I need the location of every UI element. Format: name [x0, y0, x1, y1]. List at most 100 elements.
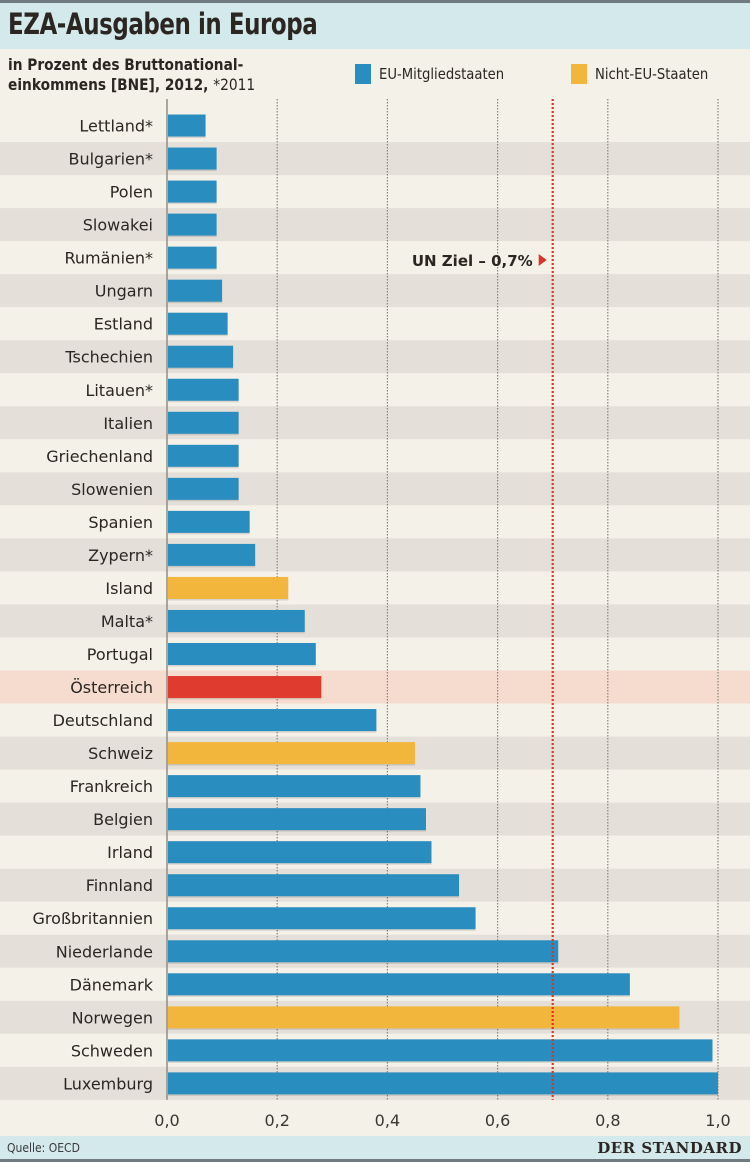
- category-label: Österreich: [70, 678, 153, 697]
- chart-subtitle: in Prozent des Bruttonational- einkommen…: [8, 55, 255, 95]
- category-label: Polen: [110, 183, 153, 202]
- row-band: [0, 142, 750, 176]
- bars: [168, 114, 718, 1096]
- source-note: Quelle: OECD: [7, 1141, 80, 1155]
- x-tick-label: 0,6: [485, 1111, 510, 1130]
- legend-swatch-eu: [355, 64, 371, 84]
- category-label: Lettland*: [79, 117, 153, 136]
- category-label: Tschechien: [64, 348, 153, 367]
- bar: [168, 180, 217, 203]
- row-band: [0, 274, 750, 308]
- category-label: Griechenland: [46, 447, 153, 466]
- top-rule: [0, 0, 750, 3]
- bar: [168, 246, 217, 269]
- bar: [168, 576, 289, 599]
- category-label: Schweiz: [88, 744, 153, 763]
- row-band: [0, 175, 750, 209]
- bar: [168, 378, 239, 401]
- bar: [168, 147, 217, 170]
- bar-chart: Lettland* Bulgarien* Polen Slowakei Rumänien…: [0, 99, 750, 1130]
- legend-swatch-non-eu: [571, 64, 587, 84]
- row-bands: [0, 109, 750, 1100]
- bar: [168, 808, 426, 831]
- bar: [168, 411, 239, 434]
- category-label: Großbritannien: [33, 909, 153, 928]
- category-label: Ungarn: [95, 282, 153, 301]
- category-label: Luxemburg: [63, 1074, 153, 1093]
- category-label: Frankreich: [70, 777, 153, 796]
- row-band: [0, 472, 750, 506]
- gridlines: [166, 99, 719, 1100]
- bar: [168, 676, 322, 699]
- category-label: Italien: [103, 414, 153, 433]
- row-band: [0, 208, 750, 242]
- bar: [168, 940, 559, 963]
- bar: [168, 477, 239, 500]
- bar: [168, 874, 460, 897]
- bar: [168, 642, 316, 665]
- category-label: Dänemark: [70, 975, 154, 994]
- bar: [168, 907, 476, 930]
- category-label: Irland: [107, 843, 153, 862]
- category-label: Malta*: [101, 612, 153, 631]
- legend-item-non-eu: Nicht-EU-Staaten: [571, 64, 724, 84]
- row-band: [0, 109, 750, 143]
- bar: [168, 213, 217, 236]
- row-band: [0, 670, 750, 704]
- category-label: Schweden: [71, 1041, 153, 1060]
- target-label: UN Ziel – 0,7%: [412, 252, 533, 270]
- row-band: [0, 307, 750, 341]
- subtitle-note: *2011: [213, 75, 256, 94]
- category-label: Spanien: [88, 513, 153, 532]
- bottom-rule: [0, 1159, 750, 1162]
- bar: [168, 114, 206, 137]
- bar: [168, 973, 630, 996]
- x-tick-label: 0,4: [375, 1111, 400, 1130]
- x-tick-labels: 0,0 0,2 0,4 0,6 0,8 1,0: [154, 1111, 730, 1130]
- x-tick-label: 0,2: [264, 1111, 289, 1130]
- chart-title: EZA-Ausgaben in Europa: [8, 7, 318, 41]
- category-label: Slowenien: [71, 480, 153, 499]
- category-label: Niederlande: [56, 942, 153, 961]
- target-arrow-icon: [538, 254, 547, 266]
- category-label: Zypern*: [88, 546, 153, 565]
- bar: [168, 1039, 713, 1062]
- bar: [168, 775, 421, 798]
- category-label: Norwegen: [72, 1008, 153, 1027]
- row-band: [0, 439, 750, 473]
- bar: [168, 1072, 718, 1095]
- bar: [168, 312, 228, 335]
- row-band: [0, 340, 750, 374]
- target-marker: UN Ziel – 0,7%: [412, 99, 554, 1100]
- category-label: Island: [105, 579, 153, 598]
- x-tick-label: 0,8: [595, 1111, 620, 1130]
- legend-label-eu: EU-Mitgliedstaaten: [379, 65, 505, 83]
- subtitle-line-2: einkommens [BNE], 2012,: [8, 75, 209, 94]
- bar: [168, 742, 415, 765]
- row-band: [0, 505, 750, 539]
- category-label: Finnland: [86, 876, 153, 895]
- x-tick-label: 0,0: [154, 1111, 179, 1130]
- row-band: [0, 241, 750, 275]
- row-band: [0, 373, 750, 407]
- bar: [168, 444, 239, 467]
- row-band: [0, 538, 750, 572]
- category-label: Bulgarien*: [68, 150, 153, 169]
- category-label: Slowakei: [83, 216, 153, 235]
- category-label: Portugal: [87, 645, 153, 664]
- category-label: Estland: [94, 315, 153, 334]
- legend-label-non-eu: Nicht-EU-Staaten: [595, 65, 709, 83]
- bar: [168, 1006, 680, 1029]
- bar: [168, 709, 377, 732]
- category-label: Deutschland: [53, 711, 153, 730]
- category-label: Litauen*: [85, 381, 153, 400]
- brand-logo: DER STANDARD: [597, 1139, 742, 1157]
- row-band: [0, 406, 750, 440]
- x-tick-label: 1,0: [705, 1111, 730, 1130]
- footer-band: Quelle: OECD DER STANDARD: [0, 1136, 750, 1162]
- bar: [168, 609, 305, 632]
- bar: [168, 279, 223, 302]
- bar: [168, 543, 256, 566]
- bar: [168, 510, 250, 533]
- category-label: Belgien: [93, 810, 153, 829]
